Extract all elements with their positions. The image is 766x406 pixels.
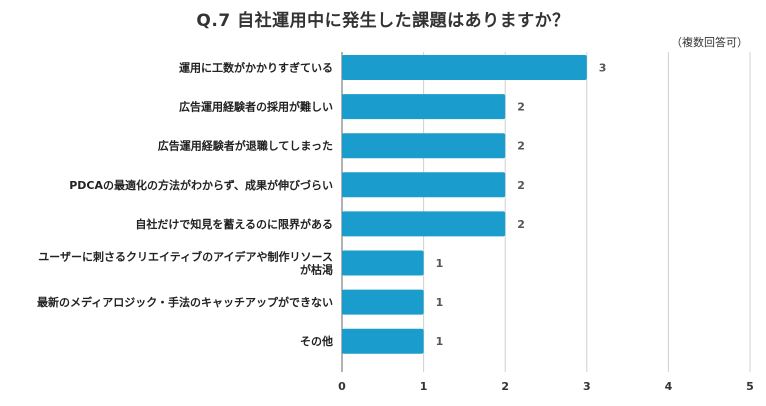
x-tick-label: 0: [338, 380, 346, 393]
value-label: 2: [517, 140, 525, 153]
multiple-answer-note: （複数回答可）: [671, 36, 748, 49]
bar: [342, 211, 506, 237]
category-label: PDCAの最適化の方法がわからず、成果が伸びづらい: [69, 178, 333, 192]
category-label: 最新のメディアロジック・手法のキャッチアップができない: [37, 295, 333, 309]
bar: [342, 250, 424, 276]
x-tick-label: 2: [501, 380, 509, 393]
category-label: 広告運用経験者が退職してしまった: [158, 139, 333, 153]
x-tick-label: 1: [420, 380, 428, 393]
bar: [342, 133, 506, 159]
value-label: 2: [517, 179, 525, 192]
bar: [342, 172, 506, 198]
category-label: が枯渇: [300, 263, 333, 277]
x-tick-label: 4: [665, 380, 673, 393]
category-label: 自社だけで知見を蓄えるのに限界がある: [135, 217, 333, 231]
value-label: 1: [436, 257, 444, 270]
value-label: 2: [517, 218, 525, 231]
value-label: 2: [517, 101, 525, 114]
bar: [342, 328, 424, 354]
chart-title: Q.7 自社運用中に発生した課題はありますか？: [196, 11, 570, 31]
category-label: 運用に工数がかかりすぎている: [179, 61, 333, 75]
value-label: 3: [599, 62, 607, 75]
bar: [342, 289, 424, 315]
bar: [342, 55, 587, 80]
x-tick-label: 3: [583, 380, 591, 393]
bar: [342, 94, 506, 120]
value-label: 1: [436, 335, 444, 348]
x-tick-label: 5: [746, 380, 754, 393]
category-label: その他: [300, 334, 333, 348]
category-label: ユーザーに刺さるクリエイティブのアイデアや制作リソース: [38, 250, 333, 264]
category-label: 広告運用経験者の採用が難しい: [179, 100, 333, 114]
value-label: 1: [436, 296, 444, 309]
